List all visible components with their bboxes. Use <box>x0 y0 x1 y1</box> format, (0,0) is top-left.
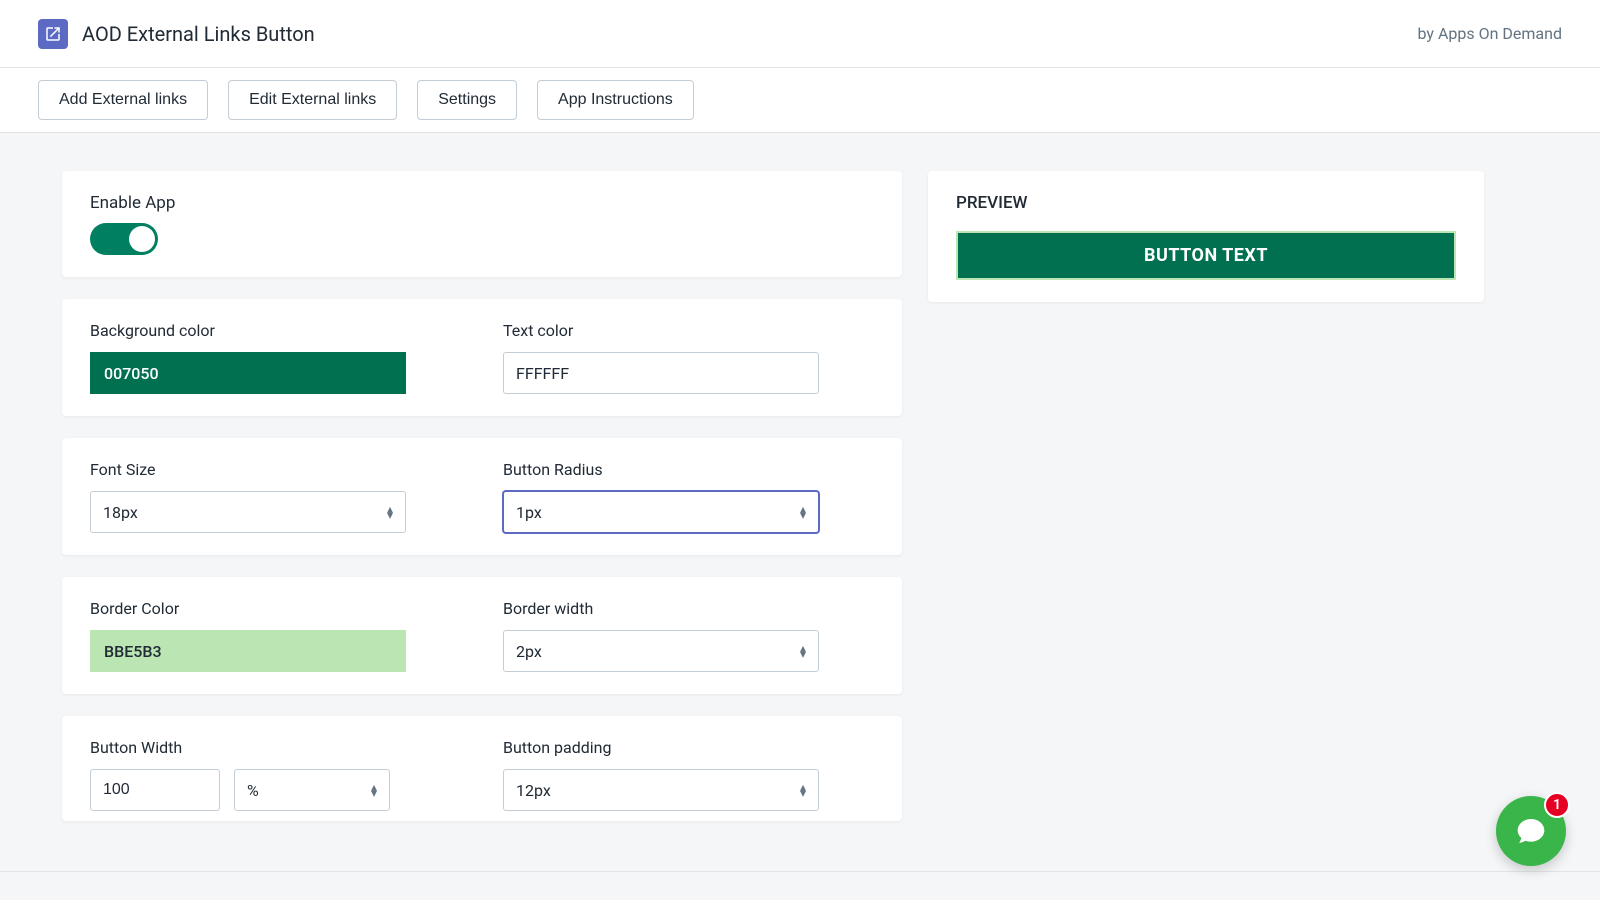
toggle-knob <box>129 226 155 252</box>
text-color-field: Text color FFFFFF <box>503 321 874 394</box>
border-width-value: 2px <box>516 642 542 661</box>
button-padding-label: Button padding <box>503 738 874 757</box>
size-card: Font Size 18px ▴▾ Button Radius 1px ▴▾ <box>62 438 902 555</box>
button-width-label: Button Width <box>90 738 461 757</box>
colors-card: Background color 007050 Text color FFFFF… <box>62 299 902 416</box>
border-width-select[interactable]: 2px ▴▾ <box>503 630 819 672</box>
app-header: AOD External Links Button by Apps On Dem… <box>0 0 1600 68</box>
chat-icon <box>1515 815 1547 847</box>
chevron-updown-icon: ▴▾ <box>387 506 393 518</box>
width-padding-card: Button Width % ▴▾ Button padding 12px ▴▾ <box>62 716 902 821</box>
chat-badge-count: 1 <box>1553 797 1561 813</box>
border-width-field: Border width 2px ▴▾ <box>503 599 874 672</box>
button-padding-select[interactable]: 12px ▴▾ <box>503 769 819 811</box>
preview-button: BUTTON TEXT <box>956 231 1456 280</box>
background-color-swatch[interactable]: 007050 <box>90 352 406 394</box>
enable-app-card: Enable App <box>62 171 902 277</box>
tab-settings[interactable]: Settings <box>417 80 517 120</box>
font-size-field: Font Size 18px ▴▾ <box>90 460 461 533</box>
text-color-label: Text color <box>503 321 874 340</box>
button-radius-label: Button Radius <box>503 460 874 479</box>
border-color-label: Border Color <box>90 599 461 618</box>
button-padding-value: 12px <box>516 781 551 800</box>
tab-bar: Add External links Edit External links S… <box>0 68 1600 133</box>
button-width-unit-value: % <box>247 781 259 800</box>
border-color-value: BBE5B3 <box>104 642 162 661</box>
chat-badge: 1 <box>1544 792 1570 818</box>
app-title: AOD External Links Button <box>82 22 315 46</box>
button-radius-value: 1px <box>516 503 542 522</box>
header-left: AOD External Links Button <box>38 19 315 49</box>
border-color-swatch[interactable]: BBE5B3 <box>90 630 406 672</box>
chevron-updown-icon: ▴▾ <box>371 784 377 796</box>
chevron-updown-icon: ▴▾ <box>800 784 806 796</box>
button-width-field: Button Width % ▴▾ <box>90 738 461 811</box>
app-byline: by Apps On Demand <box>1418 24 1562 43</box>
chat-widget[interactable]: 1 <box>1496 796 1566 866</box>
border-color-field: Border Color BBE5B3 <box>90 599 461 672</box>
content-area: Enable App Background color 007050 Text … <box>0 133 1600 859</box>
button-radius-field: Button Radius 1px ▴▾ <box>503 460 874 533</box>
button-radius-select[interactable]: 1px ▴▾ <box>503 491 819 533</box>
tab-app-instructions[interactable]: App Instructions <box>537 80 694 120</box>
tab-add-external-links[interactable]: Add External links <box>38 80 208 120</box>
preview-card: PREVIEW BUTTON TEXT <box>928 171 1484 302</box>
preview-button-text: BUTTON TEXT <box>1144 245 1268 266</box>
enable-app-toggle[interactable] <box>90 223 158 255</box>
settings-column: Enable App Background color 007050 Text … <box>62 171 902 821</box>
border-width-label: Border width <box>503 599 874 618</box>
external-link-icon <box>44 25 62 43</box>
preview-title: PREVIEW <box>956 193 1456 213</box>
chevron-updown-icon: ▴▾ <box>800 506 806 518</box>
border-card: Border Color BBE5B3 Border width 2px ▴▾ <box>62 577 902 694</box>
preview-column: PREVIEW BUTTON TEXT <box>928 171 1484 821</box>
button-width-input[interactable] <box>90 769 220 811</box>
font-size-select[interactable]: 18px ▴▾ <box>90 491 406 533</box>
enable-app-label: Enable App <box>90 193 874 213</box>
font-size-label: Font Size <box>90 460 461 479</box>
font-size-value: 18px <box>103 503 138 522</box>
background-color-label: Background color <box>90 321 461 340</box>
background-color-value: 007050 <box>104 364 159 383</box>
button-padding-field: Button padding 12px ▴▾ <box>503 738 874 811</box>
text-color-input[interactable]: FFFFFF <box>503 352 819 394</box>
tab-edit-external-links[interactable]: Edit External links <box>228 80 397 120</box>
background-color-field: Background color 007050 <box>90 321 461 394</box>
button-width-unit-select[interactable]: % ▴▾ <box>234 769 390 811</box>
chevron-updown-icon: ▴▾ <box>800 645 806 657</box>
footer-divider <box>0 871 1600 872</box>
text-color-value: FFFFFF <box>516 364 569 383</box>
app-icon <box>38 19 68 49</box>
